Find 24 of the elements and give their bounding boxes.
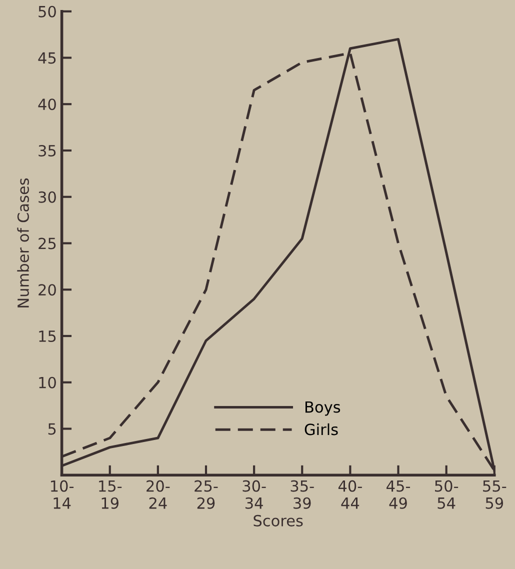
y-tick-label: 45 xyxy=(38,52,56,64)
y-tick-label: 25 xyxy=(38,238,56,250)
x-tick-label: 50- 54 xyxy=(435,480,458,509)
x-tick-label: 35- 39 xyxy=(290,480,314,509)
x-tick-label: 30- 34 xyxy=(242,480,266,509)
y-tick-label: 5 xyxy=(48,423,56,435)
y-tick-label: 35 xyxy=(38,144,56,157)
x-tick-label: 55- 59 xyxy=(483,480,506,509)
y-tick-label: 15 xyxy=(39,330,56,342)
y-axis-title: Number of Cases xyxy=(17,178,29,308)
x-tick-label: 15- 19 xyxy=(99,480,122,509)
y-tick-label: 40 xyxy=(38,98,56,110)
y-tick-label: 30 xyxy=(38,191,56,203)
x-tick-label: 40- 44 xyxy=(338,480,362,509)
y-tick-label: 20 xyxy=(38,284,56,296)
x-tick-label: 45- 49 xyxy=(386,480,410,509)
legend-label: Boys xyxy=(305,401,340,416)
y-tick-label: 10 xyxy=(39,376,56,388)
legend-label: Girls xyxy=(304,423,338,436)
x-axis-title: Scores xyxy=(254,514,303,526)
x-tick-label: 25- 29 xyxy=(194,480,218,509)
y-tick-label: 50 xyxy=(38,6,56,18)
x-tick-label: 20- 24 xyxy=(146,480,170,509)
x-tick-label: 10- 14 xyxy=(51,480,74,509)
